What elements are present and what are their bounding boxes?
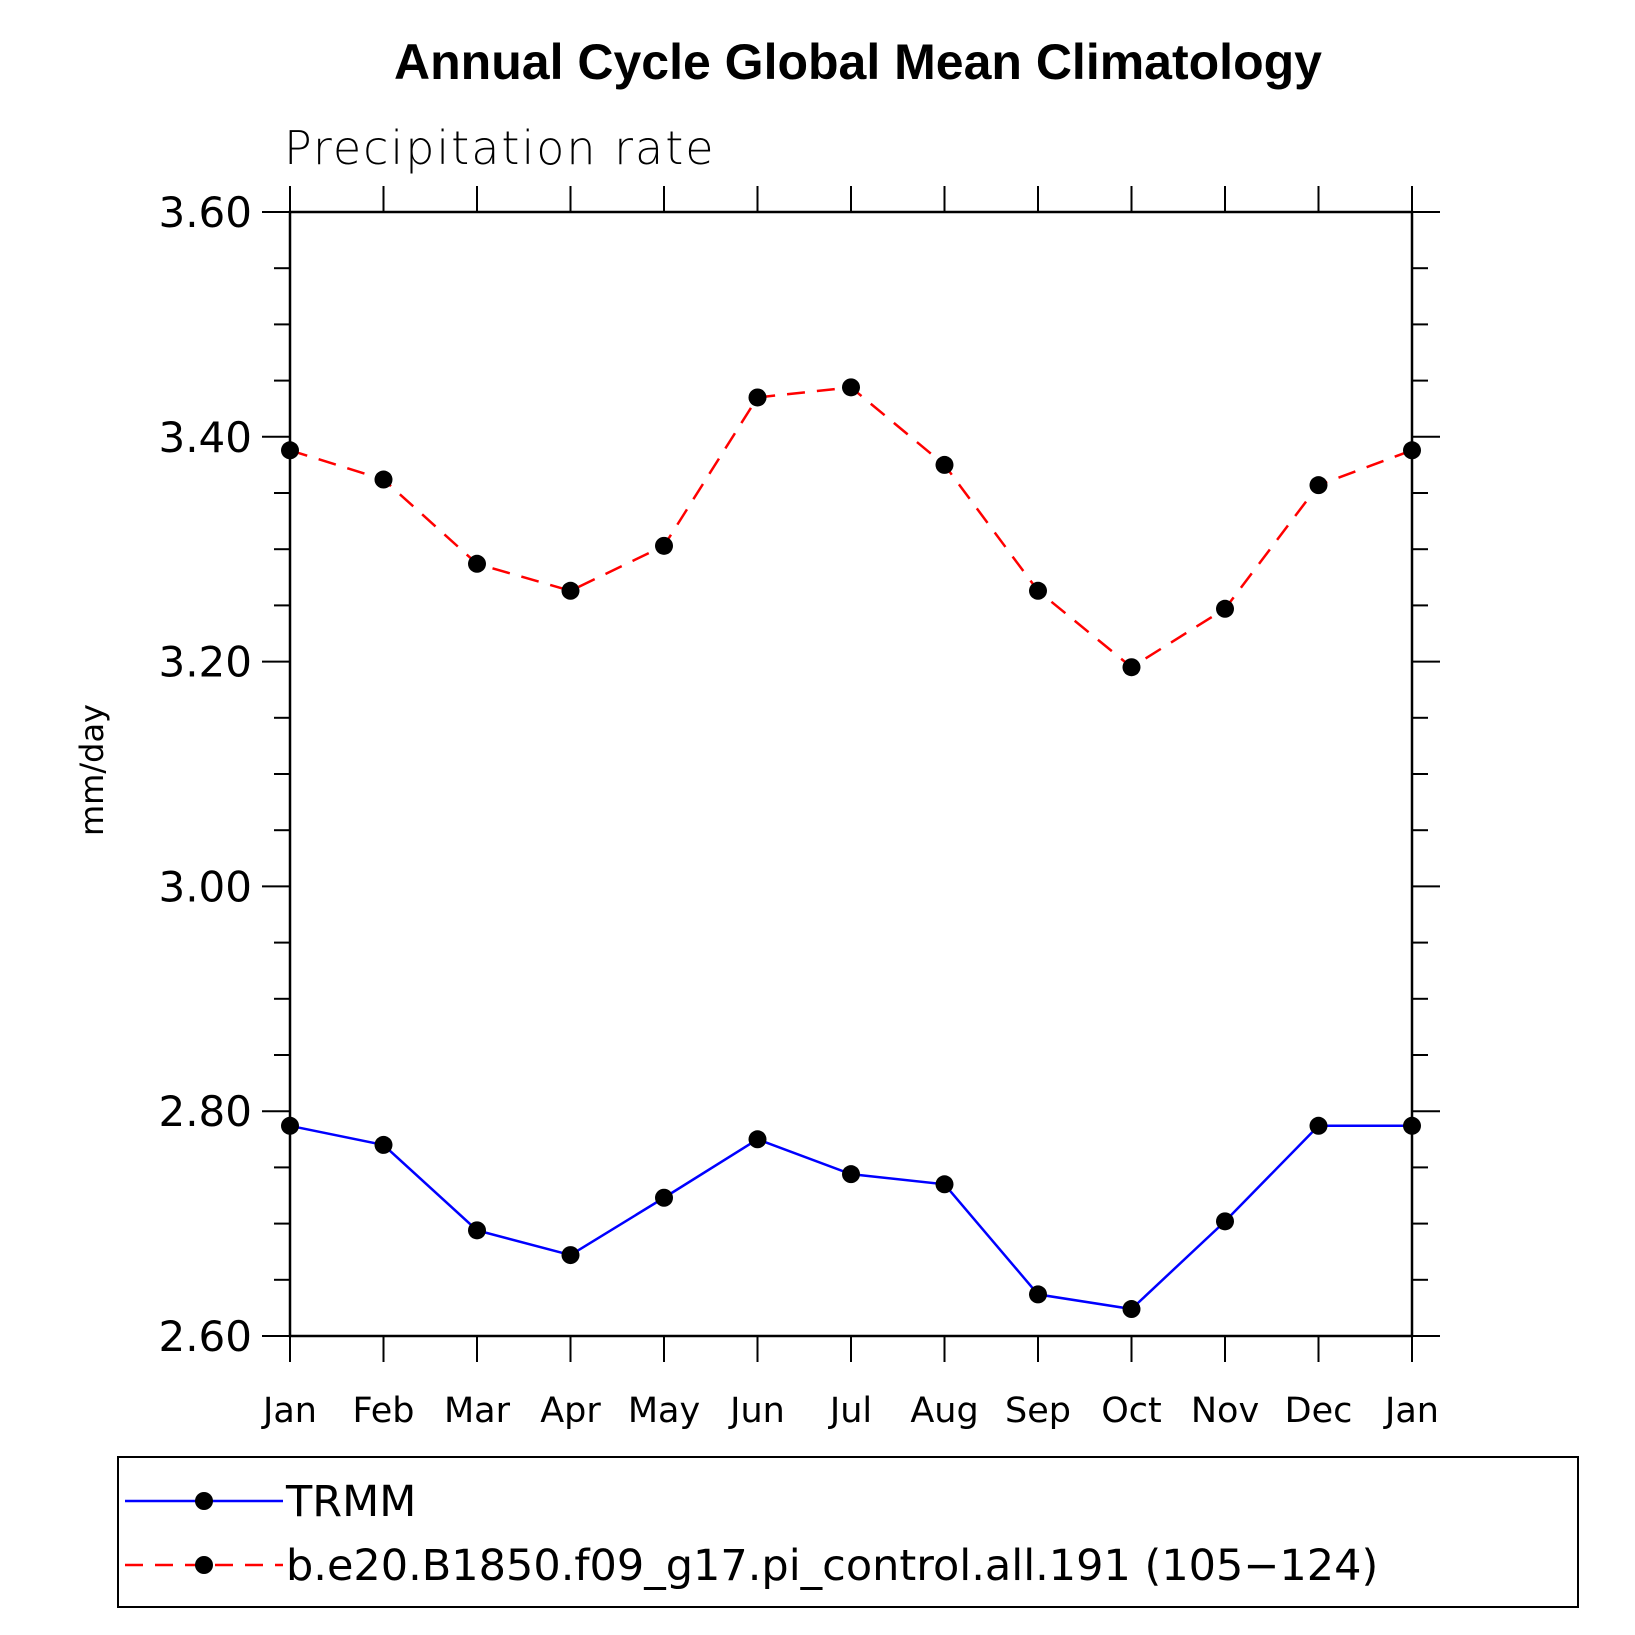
data-point <box>1216 599 1234 618</box>
legend-label-model: b.e20.B1850.f09_g17.pi_control.all.191 (… <box>286 1541 1378 1591</box>
x-tick-label: Jan <box>1383 1391 1439 1431</box>
chart-subtitle: Precipitation rate <box>284 121 716 175</box>
data-point <box>1403 441 1421 460</box>
data-point <box>281 1116 299 1135</box>
data-point <box>1309 476 1328 495</box>
legend: TRMM b.e20.B1850.f09_g17.pi_control.all.… <box>117 1456 1579 1608</box>
data-point <box>1216 1212 1234 1231</box>
x-tick-label: Jul <box>828 1391 872 1431</box>
y-tick-label: 3.20 <box>158 638 252 687</box>
data-point <box>935 455 954 474</box>
series-line-1 <box>289 386 1413 669</box>
x-tick-label: Sep <box>1005 1391 1071 1431</box>
data-point <box>374 1135 393 1154</box>
data-point <box>561 1246 580 1265</box>
data-point <box>281 441 299 460</box>
y-tick-label: 3.40 <box>158 413 252 462</box>
x-tick-label: Nov <box>1191 1391 1259 1431</box>
data-point <box>655 536 673 555</box>
legend-label-trmm: TRMM <box>285 1477 416 1527</box>
x-tick-label: Jan <box>261 1391 317 1431</box>
data-point <box>1122 1300 1141 1319</box>
x-tick-label: Aug <box>910 1391 978 1431</box>
data-point <box>374 470 393 489</box>
data-point <box>1309 1116 1328 1135</box>
data-point <box>1403 1116 1421 1135</box>
x-tick-label: Feb <box>353 1391 415 1431</box>
data-point <box>748 388 767 407</box>
data-point <box>842 1165 860 1184</box>
data-point <box>935 1175 954 1194</box>
x-tick-label: May <box>628 1391 700 1431</box>
data-point <box>842 378 860 397</box>
data-point <box>655 1188 673 1207</box>
data-point <box>1029 581 1047 600</box>
series-points <box>281 378 1421 1319</box>
chart-title: Annual Cycle Global Mean Climatology <box>394 34 1322 90</box>
data-point <box>561 581 580 600</box>
x-tick-label: Mar <box>444 1391 511 1431</box>
data-point <box>748 1130 767 1149</box>
legend-marker-trmm <box>195 1492 213 1510</box>
y-tick-label: 3.00 <box>158 862 252 911</box>
legend-marker-model <box>195 1556 213 1574</box>
x-tick-labels: Jan Feb Mar Apr May Jun Jul Aug Sep Oct Nov Dec Jan <box>261 1391 1439 1431</box>
plot-axes <box>262 186 1440 1362</box>
y-tick-label: 2.80 <box>158 1087 252 1136</box>
x-tick-label: Apr <box>540 1391 601 1431</box>
y-tick-labels: 2.60 2.80 3.00 3.20 3.40 3.60 <box>158 188 252 1361</box>
legend-box <box>117 1456 1579 1608</box>
data-point <box>468 1221 486 1240</box>
x-tick-label: Jun <box>728 1391 785 1431</box>
y-axis-label: mm/day <box>73 704 111 836</box>
x-tick-label: Oct <box>1101 1391 1162 1431</box>
data-point <box>1122 658 1141 677</box>
data-point <box>468 554 486 573</box>
data-point <box>1029 1285 1047 1304</box>
y-tick-label: 2.60 <box>158 1312 252 1361</box>
y-tick-label: 3.60 <box>158 188 252 237</box>
series-line-0 <box>289 1124 1412 1311</box>
x-tick-label: Dec <box>1285 1391 1353 1431</box>
